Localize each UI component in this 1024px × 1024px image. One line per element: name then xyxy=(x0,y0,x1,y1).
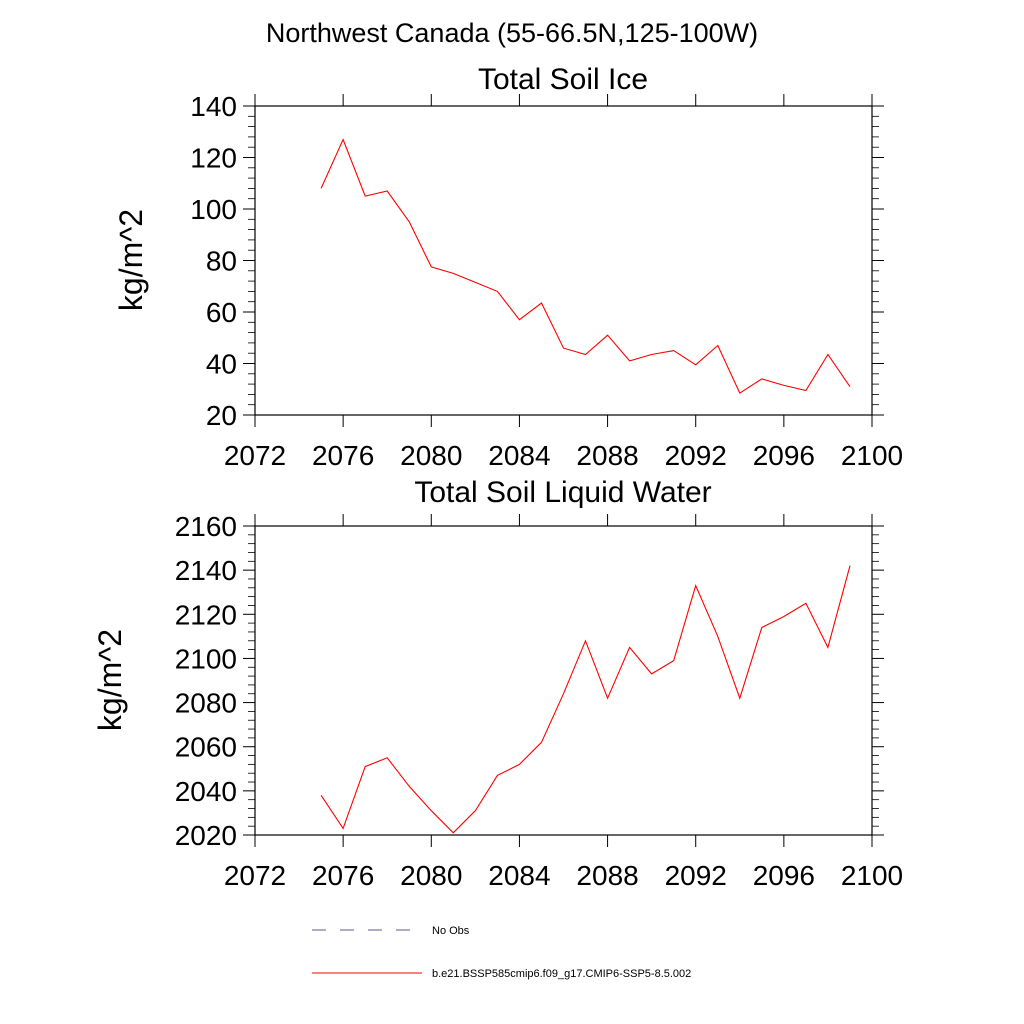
soil-liquid-water-xtick-label: 2080 xyxy=(400,860,462,891)
soil-liquid-water-ylabel: kg/m^2 xyxy=(92,629,128,731)
soil-ice-title: Total Soil Ice xyxy=(478,63,648,96)
soil-liquid-water-ytick-label: 2060 xyxy=(175,732,237,763)
soil-liquid-water-plot-frame xyxy=(254,525,873,836)
soil-ice-ytick-label: 60 xyxy=(206,297,237,328)
soil-ice-xtick-label: 2076 xyxy=(312,440,374,471)
soil-liquid-water-ytick-label: 2100 xyxy=(175,643,237,674)
soil-liquid-water-ytick-label: 2080 xyxy=(175,688,237,719)
legend-label-model-run: b.e21.BSSP585cmip6.f09_g17.CMIP6-SSP5-8.… xyxy=(432,968,691,980)
soil-ice-panel: Total Soil Ice kg/m^2 2072 2076 2080 2084 20… xyxy=(113,63,903,471)
soil-ice-ylabel: kg/m^2 xyxy=(113,209,149,311)
soil-ice-xtick-label: 2084 xyxy=(488,440,550,471)
soil-liquid-water-series-line xyxy=(320,565,851,834)
soil-ice-xtick-label: 2096 xyxy=(753,440,815,471)
soil-liquid-water-ytick-label: 2140 xyxy=(175,555,237,586)
soil-liquid-water-xtick-label: 2092 xyxy=(665,860,727,891)
soil-liquid-water-panel: Total Soil Liquid Water kg/m^2 2072 2076 2… xyxy=(92,476,903,891)
soil-liquid-water-xtick-label: 2096 xyxy=(753,860,815,891)
soil-liquid-water-ytick-label: 2020 xyxy=(175,820,237,851)
soil-liquid-water-xtick-label: 2088 xyxy=(576,860,638,891)
soil-ice-xtick-label: 2080 xyxy=(400,440,462,471)
soil-liquid-water-title: Total Soil Liquid Water xyxy=(414,476,711,509)
legend-entry-no-obs: No Obs xyxy=(312,925,470,937)
soil-ice-xtick-label: 2088 xyxy=(576,440,638,471)
soil-ice-xtick-label: 2100 xyxy=(841,440,903,471)
soil-ice-ytick-label: 40 xyxy=(206,349,237,380)
soil-ice-series-line xyxy=(320,138,851,394)
soil-ice-ytick-label: 140 xyxy=(190,91,237,122)
soil-liquid-water-xtick-label: 2076 xyxy=(312,860,374,891)
legend-entry-model-run: b.e21.BSSP585cmip6.f09_g17.CMIP6-SSP5-8.… xyxy=(312,968,691,980)
soil-ice-ytick-label: 120 xyxy=(190,143,237,174)
legend: No Obs b.e21.BSSP585cmip6.f09_g17.CMIP6-… xyxy=(312,925,691,980)
soil-ice-xtick-label: 2072 xyxy=(224,440,286,471)
figure-title: Northwest Canada (55-66.5N,125-100W) xyxy=(266,18,758,48)
soil-ice-xtick-label: 2092 xyxy=(665,440,727,471)
soil-ice-ytick-label: 100 xyxy=(190,194,237,225)
soil-liquid-water-ytick-label: 2040 xyxy=(175,776,237,807)
soil-ice-ytick-label: 20 xyxy=(206,400,237,431)
legend-label-no-obs: No Obs xyxy=(432,925,470,937)
soil-liquid-water-xtick-label: 2084 xyxy=(488,860,550,891)
soil-ice-ytick-label: 80 xyxy=(206,246,237,277)
soil-liquid-water-ytick-label: 2160 xyxy=(175,511,237,542)
soil-liquid-water-xtick-label: 2100 xyxy=(841,860,903,891)
soil-liquid-water-ytick-label: 2120 xyxy=(175,599,237,630)
soil-liquid-water-xtick-label: 2072 xyxy=(224,860,286,891)
